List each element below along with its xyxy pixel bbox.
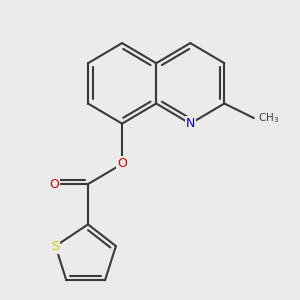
Text: O: O: [117, 158, 127, 170]
Text: CH$_3$: CH$_3$: [259, 111, 280, 125]
Text: O: O: [49, 178, 59, 190]
Text: N: N: [186, 117, 195, 130]
Text: S: S: [52, 240, 59, 253]
